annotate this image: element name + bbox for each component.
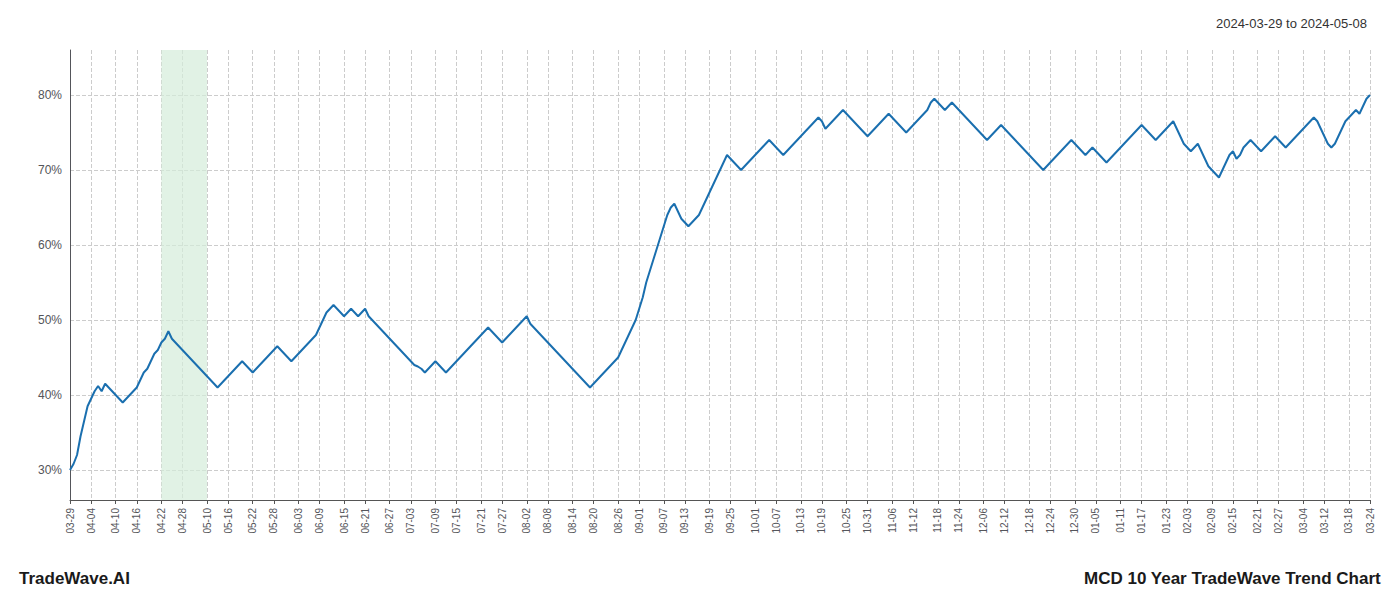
svg-text:11-12: 11-12	[908, 508, 919, 533]
svg-text:02-03: 02-03	[1182, 508, 1193, 534]
svg-text:07-09: 07-09	[430, 508, 441, 534]
svg-text:12-12: 12-12	[999, 508, 1010, 534]
svg-text:MCD 10 Year TradeWave Trend Ch: MCD 10 Year TradeWave Trend Chart	[1084, 569, 1381, 588]
svg-text:70%: 70%	[38, 163, 62, 177]
svg-text:30%: 30%	[38, 463, 62, 477]
svg-text:01-11: 01-11	[1115, 508, 1126, 533]
svg-text:60%: 60%	[38, 238, 62, 252]
svg-text:10-01: 10-01	[750, 508, 761, 534]
svg-text:01-05: 01-05	[1090, 508, 1101, 534]
svg-text:09-13: 09-13	[679, 508, 690, 534]
svg-text:10-13: 10-13	[795, 508, 806, 534]
svg-text:05-28: 05-28	[268, 508, 279, 534]
svg-text:11-24: 11-24	[953, 508, 964, 533]
svg-text:06-15: 06-15	[339, 508, 350, 534]
svg-text:10-25: 10-25	[841, 508, 852, 534]
svg-text:08-08: 08-08	[542, 508, 553, 534]
svg-text:06-21: 06-21	[360, 508, 371, 534]
svg-text:2024-03-29 to 2024-05-08: 2024-03-29 to 2024-05-08	[1216, 16, 1367, 31]
svg-text:05-10: 05-10	[202, 508, 213, 534]
svg-text:06-03: 06-03	[293, 508, 304, 534]
svg-text:08-02: 08-02	[521, 508, 532, 534]
svg-text:05-16: 05-16	[223, 508, 234, 534]
svg-text:03-24: 03-24	[1365, 508, 1376, 534]
svg-text:07-27: 07-27	[497, 508, 508, 534]
svg-text:01-17: 01-17	[1136, 508, 1147, 534]
svg-text:07-15: 07-15	[451, 508, 462, 534]
svg-text:09-07: 09-07	[658, 508, 669, 534]
svg-text:03-18: 03-18	[1343, 508, 1354, 534]
svg-text:50%: 50%	[38, 313, 62, 327]
svg-text:10-19: 10-19	[816, 508, 827, 534]
svg-text:04-22: 04-22	[156, 508, 167, 534]
svg-text:08-26: 08-26	[613, 508, 624, 534]
svg-text:TradeWave.AI: TradeWave.AI	[19, 569, 130, 588]
svg-text:03-12: 03-12	[1319, 508, 1330, 534]
svg-text:11-18: 11-18	[932, 508, 943, 533]
svg-text:01-23: 01-23	[1161, 508, 1172, 534]
svg-text:02-27: 02-27	[1273, 508, 1284, 534]
svg-text:09-01: 09-01	[634, 508, 645, 534]
svg-text:07-03: 07-03	[405, 508, 416, 534]
svg-text:03-29: 03-29	[65, 508, 76, 534]
svg-text:05-22: 05-22	[247, 508, 258, 534]
svg-text:04-16: 04-16	[131, 508, 142, 534]
svg-text:11-06: 11-06	[887, 508, 898, 533]
svg-text:12-06: 12-06	[978, 508, 989, 534]
svg-text:09-25: 09-25	[725, 508, 736, 534]
svg-text:03-04: 03-04	[1298, 508, 1309, 534]
svg-text:06-09: 06-09	[314, 508, 325, 534]
svg-text:12-18: 12-18	[1024, 508, 1035, 534]
svg-text:02-09: 02-09	[1206, 508, 1217, 534]
svg-text:04-10: 04-10	[110, 508, 121, 534]
svg-text:02-21: 02-21	[1252, 508, 1263, 534]
svg-text:08-14: 08-14	[567, 508, 578, 534]
svg-text:08-20: 08-20	[588, 508, 599, 534]
svg-text:09-19: 09-19	[704, 508, 715, 534]
svg-text:06-27: 06-27	[384, 508, 395, 534]
svg-text:12-24: 12-24	[1045, 508, 1056, 534]
svg-text:10-07: 10-07	[771, 508, 782, 534]
svg-text:80%: 80%	[38, 88, 62, 102]
svg-text:40%: 40%	[38, 388, 62, 402]
svg-text:12-30: 12-30	[1069, 508, 1080, 534]
svg-text:10-31: 10-31	[862, 508, 873, 534]
svg-text:04-04: 04-04	[86, 508, 97, 534]
svg-text:02-15: 02-15	[1227, 508, 1238, 534]
svg-text:04-28: 04-28	[177, 508, 188, 534]
svg-text:07-21: 07-21	[476, 508, 487, 534]
